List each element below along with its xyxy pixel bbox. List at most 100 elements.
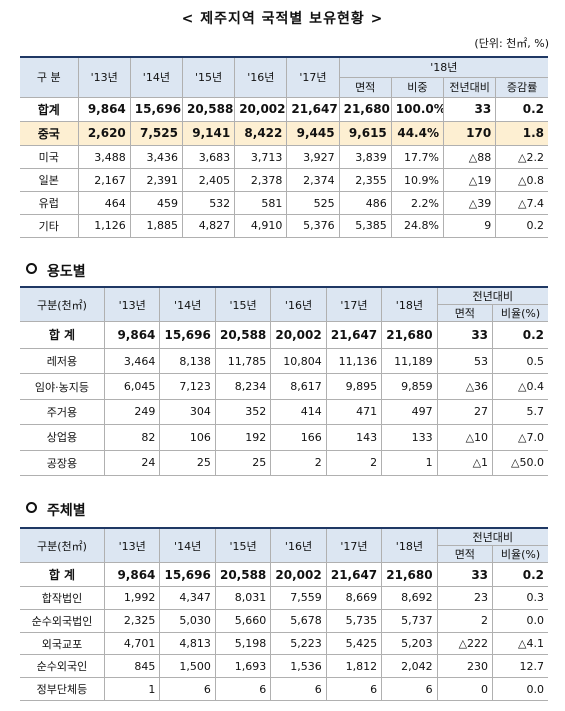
row-label: 상업용 xyxy=(20,424,105,451)
table-cell: 9 xyxy=(442,213,497,239)
table-cell: 2.2% xyxy=(390,191,445,215)
table-cell: 11,785 xyxy=(214,347,272,375)
table-cell: 6,045 xyxy=(103,373,161,400)
table-cell: 27 xyxy=(436,398,494,426)
table-cell: △2.2 xyxy=(495,145,548,170)
table-cell: 2 xyxy=(270,449,327,477)
table-cell: △19 xyxy=(442,168,497,193)
row-label: 임야·농지등 xyxy=(20,373,105,400)
table-header: 구 분 '13년 '14년 '15년 '16년 '17년 '18년 면적 비중 전년대비 증감률 xyxy=(20,56,548,98)
table-cell: 6 xyxy=(214,677,272,701)
table-cell: 8,617 xyxy=(270,373,327,400)
header-cell: '17년 xyxy=(286,56,340,98)
table-cell: 8,138 xyxy=(159,347,216,375)
header-cell: '18년 xyxy=(381,286,438,322)
table-cell: △50.0 xyxy=(492,449,548,477)
table-cell: 5,376 xyxy=(286,213,340,239)
header-row: 면적 비중 전년대비 증감률 xyxy=(20,76,548,98)
nationality-table: 구 분 '13년 '14년 '15년 '16년 '17년 '18년 면적 비중 전년대비 증감률 합계… xyxy=(20,56,548,239)
table-cell: 6 xyxy=(159,677,216,701)
row-label: 공장용 xyxy=(20,449,105,477)
row-label: 합작법인 xyxy=(20,586,105,610)
table-cell: 1 xyxy=(103,677,161,701)
header-cell: 전년대비 xyxy=(436,527,548,546)
table-cell: 21,647 xyxy=(286,96,340,122)
table-row: 임야·농지등 6,045 7,123 8,234 8,617 9,895 9,859 △36 △… xyxy=(20,373,548,400)
row-label: 일본 xyxy=(20,168,79,193)
usage-table: 구분(천㎡) '13년 '14년 '15년 '16년 '17년 '18년 전년대비 면적 비율(%… xyxy=(20,286,548,477)
table-cell: 0.2 xyxy=(492,321,548,349)
table-cell: 33 xyxy=(436,561,494,588)
table-cell: 5,030 xyxy=(159,608,216,633)
table-cell: △10 xyxy=(436,424,494,451)
table-cell: 20,002 xyxy=(270,321,327,349)
table-cell: 20,588 xyxy=(214,321,272,349)
row-label: 주거용 xyxy=(20,398,105,426)
table-cell: 7,525 xyxy=(129,120,183,147)
table-header: 구분(천㎡) '13년 '14년 '15년 '16년 '17년 '18년 전년대비 면적 비율(%… xyxy=(20,527,548,563)
table-cell: 4,701 xyxy=(103,631,161,656)
table-row: 공장용 24 25 25 2 2 1 △1 △50.0 xyxy=(20,449,548,477)
table-cell: 11,189 xyxy=(381,347,438,375)
table-row: 정부단체등 1 6 6 6 6 6 0 0.0 xyxy=(20,677,548,701)
header-row: 구 분 '13년 '14년 '15년 '16년 '17년 '18년 xyxy=(20,56,548,98)
table-cell: 2,042 xyxy=(381,654,438,679)
table-cell: 133 xyxy=(381,424,438,451)
table-cell: 5,737 xyxy=(381,608,438,633)
table-cell: 2,405 xyxy=(181,168,236,193)
header-cell: 구분(천㎡) xyxy=(20,527,105,563)
section-heading: 용도별 xyxy=(26,261,86,281)
table-cell: 5.7 xyxy=(492,398,548,426)
table-cell: 82 xyxy=(103,424,161,451)
header-cell: '16년 xyxy=(234,56,288,98)
table-row: 합 계 9,864 15,696 20,588 20,002 21,647 21,680 33… xyxy=(20,561,548,588)
table-row: 기타 1,126 1,885 4,827 4,910 5,376 5,385 24.8% 9 0.… xyxy=(20,213,548,239)
bullet xyxy=(26,263,37,274)
header-cell: 면적 xyxy=(437,304,494,322)
row-label: 기타 xyxy=(20,213,79,239)
header-row: 면적 비율(%) xyxy=(20,304,548,322)
table-cell: 414 xyxy=(270,398,327,426)
header-cell: 구분(천㎡) xyxy=(20,286,105,322)
table-cell: 3,839 xyxy=(338,145,392,170)
table-cell: 4,813 xyxy=(159,631,216,656)
table-cell: 33 xyxy=(436,321,494,349)
table-cell: 24 xyxy=(103,449,161,477)
table-cell: 8,422 xyxy=(234,120,288,147)
row-label: 정부단체등 xyxy=(20,677,105,701)
section-heading: 주체별 xyxy=(26,500,86,520)
table-cell: 1,536 xyxy=(270,654,327,679)
table-cell: 3,464 xyxy=(103,347,161,375)
table-cell: 249 xyxy=(103,398,161,426)
table-cell: 0 xyxy=(436,677,494,701)
table-cell: 6 xyxy=(325,677,383,701)
table-cell: 0.0 xyxy=(492,677,548,701)
table-cell: 5,223 xyxy=(270,631,327,656)
table-cell: 9,864 xyxy=(77,96,131,122)
table-cell: 8,669 xyxy=(325,586,383,610)
owner-table: 구분(천㎡) '13년 '14년 '15년 '16년 '17년 '18년 전년대비 면적 비율(%… xyxy=(20,527,548,701)
table-row: 유럽 464 459 532 581 525 486 2.2% △39 △7.4 xyxy=(20,191,548,215)
table-cell: 3,713 xyxy=(234,145,288,170)
heading-text: 주체별 xyxy=(47,503,86,519)
table-cell: 44.4% xyxy=(390,120,445,147)
table-cell: 8,031 xyxy=(214,586,272,610)
table-cell: 352 xyxy=(214,398,272,426)
table-cell: 5,735 xyxy=(325,608,383,633)
page-title: < 제주지역 국적별 보유현황 > xyxy=(181,11,384,27)
table-cell: 532 xyxy=(181,191,236,215)
table-cell: 9,141 xyxy=(181,120,236,147)
row-label: 미국 xyxy=(20,145,79,170)
table-cell: △88 xyxy=(442,145,497,170)
header-cell: '14년 xyxy=(129,56,183,98)
table-cell: △222 xyxy=(436,631,494,656)
row-label: 합 계 xyxy=(20,321,105,349)
table-cell: 5,678 xyxy=(270,608,327,633)
table-body: 합 계 9,864 15,696 20,588 20,002 21,647 21,680 33… xyxy=(20,321,548,477)
table-cell: 20,588 xyxy=(214,561,272,588)
table-cell: 25 xyxy=(159,449,216,477)
table-cell: 3,683 xyxy=(181,145,236,170)
table-cell: 7,559 xyxy=(270,586,327,610)
table-cell: 3,436 xyxy=(129,145,183,170)
table-cell: 581 xyxy=(234,191,288,215)
